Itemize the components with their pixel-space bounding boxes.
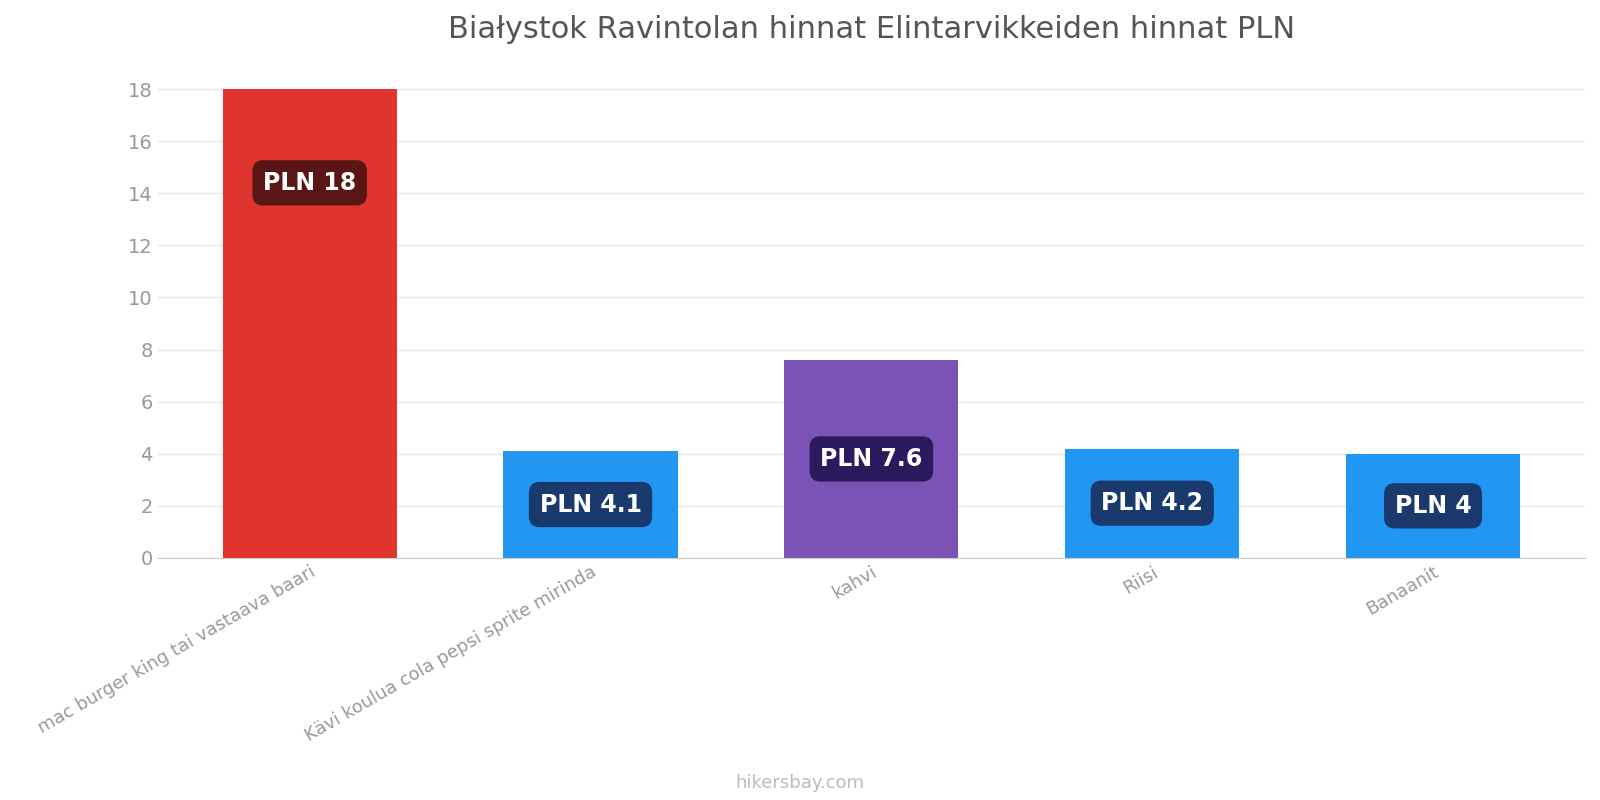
Text: PLN 4.2: PLN 4.2 — [1101, 491, 1203, 515]
Bar — [1346, 454, 1520, 558]
Text: PLN 18: PLN 18 — [262, 171, 357, 195]
Text: PLN 4: PLN 4 — [1395, 494, 1472, 518]
Text: hikersbay.com: hikersbay.com — [736, 774, 864, 792]
Text: PLN 7.6: PLN 7.6 — [821, 447, 923, 471]
Bar — [1066, 449, 1240, 558]
Text: PLN 4.1: PLN 4.1 — [539, 493, 642, 517]
Bar — [222, 89, 397, 558]
Title: Białystok Ravintolan hinnat Elintarvikkeiden hinnat PLN: Białystok Ravintolan hinnat Elintarvikke… — [448, 15, 1294, 44]
Bar — [784, 360, 958, 558]
Bar — [504, 451, 677, 558]
